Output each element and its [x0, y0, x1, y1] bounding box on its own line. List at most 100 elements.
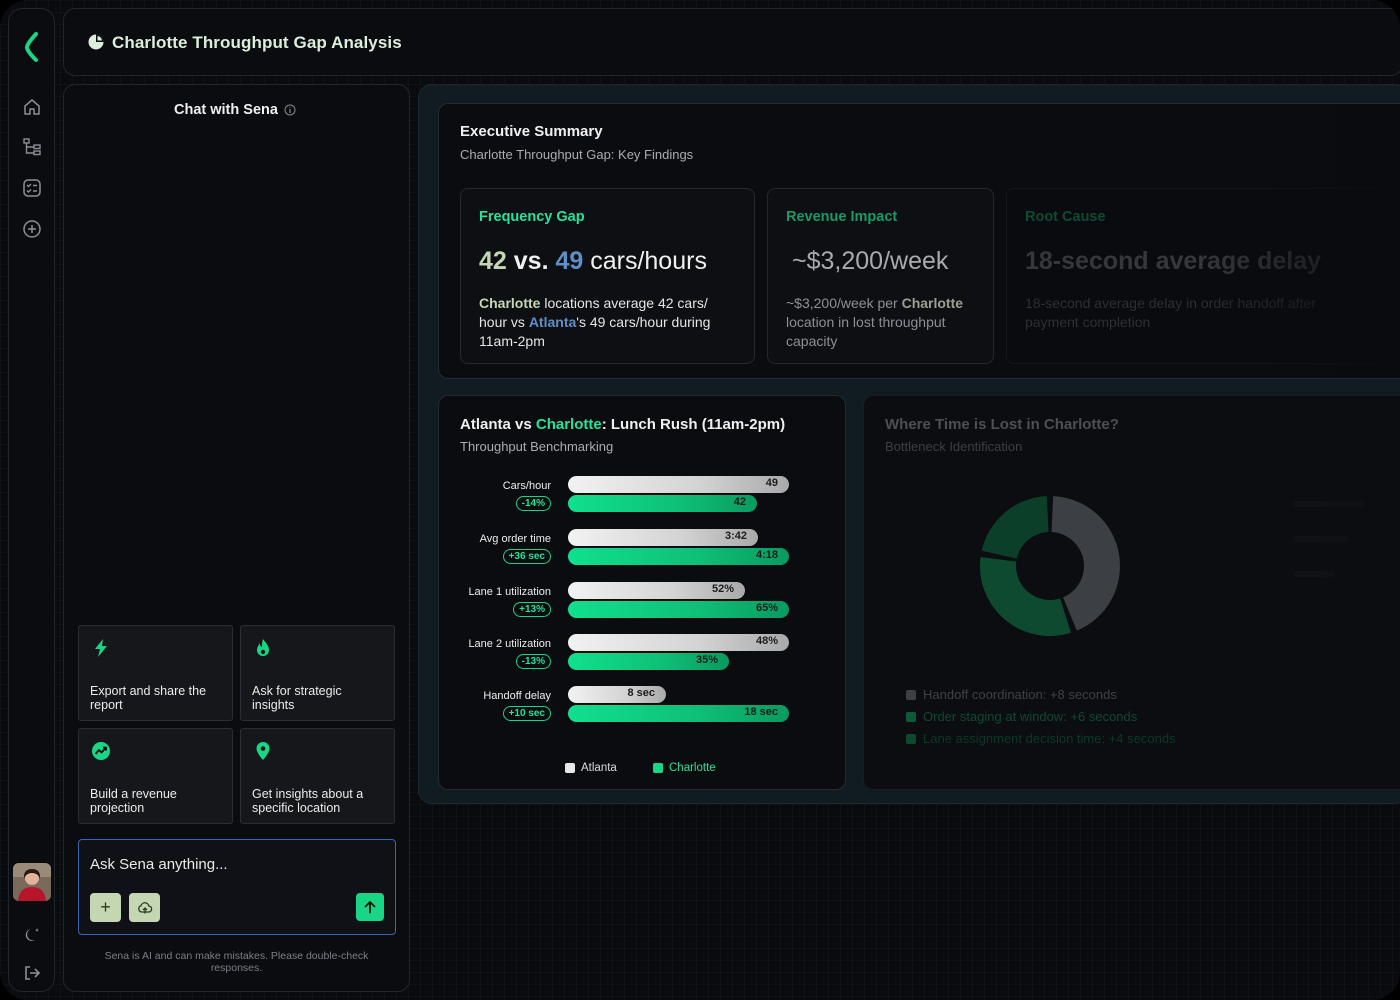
kpi-value-vs: vs. — [506, 247, 556, 275]
page-title: Charlotte Throughput Gap Analysis — [112, 33, 402, 52]
executive-summary-title: Executive Summary — [460, 123, 603, 140]
bar-value-label: 65% — [755, 602, 778, 614]
info-icon[interactable] — [284, 104, 296, 116]
kpi-description: Charlotte locations average 42 cars/ hou… — [479, 294, 739, 351]
kpi-desc-atlanta: Atlanta — [528, 314, 577, 330]
kpi-title: Frequency Gap — [479, 209, 585, 225]
metric-label: Handoff delay — [483, 690, 551, 702]
bar-value-label: 3:42 — [724, 530, 747, 542]
chat-panel: Chat with Sena Export and share the repo… — [63, 84, 410, 992]
hierarchy-icon[interactable] — [22, 137, 42, 157]
bottleneck-legend-item: Lane assignment decision time: +4 second… — [906, 731, 1176, 746]
placeholder-line — [1294, 536, 1349, 542]
user-avatar[interactable] — [13, 863, 51, 901]
bottleneck-legend-label: Order staging at window: +6 seconds — [923, 709, 1138, 724]
atlanta-bar[interactable]: 48% — [568, 634, 789, 651]
kpi-value: 18-second average delay — [1025, 247, 1321, 275]
add-circle-icon[interactable] — [22, 219, 42, 239]
theme-toggle-icon[interactable] — [22, 925, 42, 945]
benchmark-title: Atlanta vs Charlotte: Lunch Rush (11am-2… — [460, 416, 785, 433]
left-rail — [8, 8, 55, 992]
atlanta-bar[interactable]: 3:42 — [568, 529, 758, 546]
placeholder-line — [1294, 571, 1334, 577]
bar-value-label: 35% — [695, 654, 718, 666]
benchmark-subtitle: Throughput Benchmarking — [460, 439, 614, 454]
legend-swatch — [653, 763, 663, 773]
legend-atlanta[interactable]: Atlanta — [565, 762, 617, 774]
cloud-upload-icon — [137, 901, 152, 913]
benchmark-title-period: : Lunch Rush (11am-2pm) — [601, 416, 786, 433]
chat-title: Chat with Sena — [174, 102, 278, 118]
kpi-value-charlotte: 42 — [479, 247, 507, 275]
chat-input[interactable]: Ask Sena anything... + — [78, 839, 396, 935]
charlotte-bar[interactable]: 18 sec — [568, 705, 789, 722]
kpi-title: Revenue Impact — [786, 209, 898, 225]
kpi-value-unit: cars/hours — [583, 247, 707, 275]
delta-badge: +13% — [513, 602, 551, 617]
benchmark-chart-card: Atlanta vs Charlotte: Lunch Rush (11am-2… — [438, 395, 846, 790]
arrow-up-icon — [364, 900, 376, 914]
kpi-value: 42 vs. 49 cars/hours — [479, 247, 707, 276]
add-attachment-button[interactable]: + — [90, 893, 121, 922]
legend-label: Charlotte — [669, 762, 716, 774]
atlanta-bar[interactable]: 8 sec — [568, 686, 666, 703]
kpi-revenue-impact: Revenue Impact ~$3,200/week ~$3,200/week… — [767, 188, 994, 364]
metric-label: Cars/hour — [502, 480, 551, 492]
delta-badge: -13% — [515, 654, 551, 669]
page-header: Charlotte Throughput Gap Analysis — [63, 8, 1400, 76]
delta-badge: +36 sec — [502, 549, 551, 564]
metric-label: Lane 1 utilization — [468, 586, 551, 598]
bar-value-label: 49 — [765, 477, 778, 489]
bottleneck-donut-chart — [980, 496, 1120, 636]
ai-disclaimer: Sena is AI and can make mistakes. Please… — [104, 950, 369, 974]
home-icon[interactable] — [22, 97, 42, 117]
charlotte-bar[interactable]: 42 — [568, 495, 757, 512]
brand-logo-icon[interactable] — [21, 31, 43, 63]
benchmark-title-charlotte: Charlotte — [535, 416, 602, 433]
suggestion-card-revenue[interactable]: Build a revenue projection — [78, 728, 233, 824]
kpi-desc-charlotte: Charlotte — [479, 295, 541, 311]
kpi-value: ~$3,200/week — [792, 247, 949, 275]
donut-slice[interactable] — [980, 556, 1071, 636]
bottleneck-legend-label: Handoff coordination: +8 seconds — [923, 687, 1117, 702]
bottleneck-subtitle: Bottleneck Identification — [885, 439, 1023, 454]
kpi-description: 18-second average delay in order handoff… — [1025, 295, 1316, 330]
legend-charlotte[interactable]: Charlotte — [653, 762, 716, 774]
bar-value-label: 8 sec — [627, 687, 655, 699]
bar-value-label: 42 — [733, 496, 746, 508]
upload-button[interactable] — [129, 893, 160, 922]
trend-chart-icon — [92, 742, 110, 760]
donut-slice[interactable] — [981, 496, 1049, 559]
bottleneck-legend-item: Handoff coordination: +8 seconds — [906, 687, 1117, 702]
charlotte-bar[interactable]: 4:18 — [568, 548, 789, 565]
kpi-frequency-gap: Frequency Gap 42 vs. 49 cars/hours Charl… — [460, 188, 755, 364]
placeholder-line — [1294, 501, 1364, 507]
legend-swatch — [565, 763, 575, 773]
atlanta-bar[interactable]: 49 — [568, 476, 789, 493]
checklist-icon[interactable] — [22, 178, 42, 198]
report-area: Executive Summary Charlotte Throughput G… — [418, 84, 1400, 804]
suggestion-label: Build a revenue projection — [90, 787, 177, 815]
metric-label: Avg order time — [479, 533, 551, 545]
charlotte-bar[interactable]: 65% — [568, 601, 789, 618]
suggestion-card-location[interactable]: Get insights about a specific location — [240, 728, 395, 824]
kpi-desc-text: ~$3,200/week per — [786, 295, 902, 311]
metric-label: Lane 2 utilization — [468, 638, 551, 650]
logout-icon[interactable] — [22, 963, 42, 983]
chat-input-placeholder: Ask Sena anything... — [90, 856, 228, 873]
suggestion-label: Ask for strategic insights — [252, 684, 342, 712]
kpi-value-atlanta: 49 — [555, 247, 584, 275]
bar-value-label: 4:18 — [755, 549, 778, 561]
benchmark-title-atlanta: Atlanta — [460, 416, 511, 433]
kpi-title: Root Cause — [1025, 209, 1106, 225]
send-button[interactable] — [356, 893, 384, 921]
bar-value-label: 18 sec — [744, 706, 778, 718]
suggestion-card-export[interactable]: Export and share the report — [78, 625, 233, 721]
atlanta-bar[interactable]: 52% — [568, 582, 745, 599]
charlotte-bar[interactable]: 35% — [568, 653, 729, 670]
bottleneck-title: Where Time is Lost in Charlotte? — [885, 416, 1119, 433]
executive-summary-subtitle: Charlotte Throughput Gap: Key Findings — [460, 147, 694, 162]
suggestion-card-insights[interactable]: Ask for strategic insights — [240, 625, 395, 721]
delta-badge: +10 sec — [502, 706, 551, 721]
